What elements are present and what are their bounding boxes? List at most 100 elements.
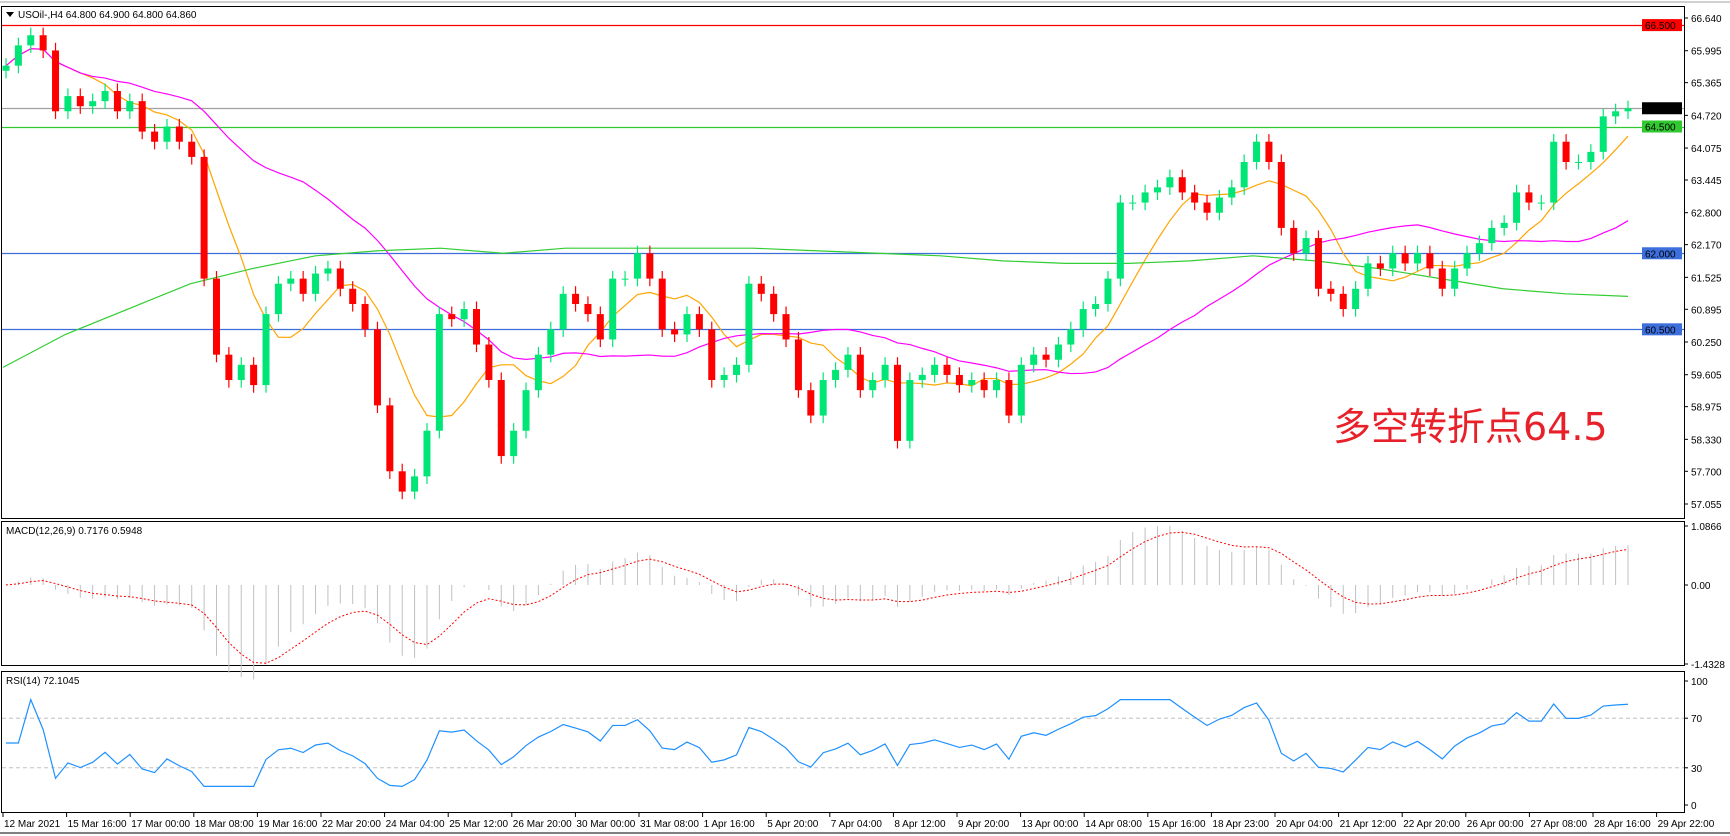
- candle-bull: [237, 364, 245, 381]
- candle-bull: [906, 380, 914, 441]
- candle-bull: [1352, 288, 1360, 310]
- rsi-label: RSI(14) 72.1045: [6, 676, 80, 687]
- candle-bear: [1042, 354, 1050, 360]
- time-axis-label: 22 Mar 20:00: [322, 819, 381, 830]
- price-axis-label: 57.055: [1691, 500, 1722, 511]
- ma-fast-line: [5, 48, 1629, 418]
- candle-bull: [1513, 192, 1521, 223]
- time-axis-label: 9 Apr 20:00: [958, 819, 1010, 830]
- candle-bear: [1290, 227, 1298, 254]
- rsi-axis-label: 70: [1691, 714, 1703, 725]
- candle-bear: [1203, 202, 1211, 213]
- level-price-box: [1642, 19, 1682, 32]
- price-axis-label: 65.365: [1691, 79, 1722, 90]
- candle-bull: [1612, 111, 1620, 117]
- level-price-label: 64.500: [1645, 123, 1676, 134]
- time-axis-label: 28 Apr 16:00: [1594, 819, 1651, 830]
- candle-bull: [64, 96, 72, 112]
- candle-bull: [1500, 222, 1508, 228]
- candle-bear: [1401, 253, 1409, 264]
- ma-slow-line: [2, 247, 1629, 368]
- candle-bull: [1364, 263, 1372, 289]
- candle-bear: [980, 380, 988, 391]
- price-axis-label: 66.640: [1691, 14, 1722, 25]
- main-pane[interactable]: [1, 6, 1685, 519]
- level-price-label: 64.860: [1645, 104, 1676, 115]
- candle-bear: [200, 156, 208, 279]
- candle-bull: [312, 273, 320, 294]
- candle-bear: [497, 380, 505, 457]
- level-price-label: 66.500: [1645, 21, 1676, 32]
- time-axis-label: 7 Apr 04:00: [831, 819, 883, 830]
- candle-bull: [1054, 344, 1062, 360]
- candle-bull: [423, 430, 431, 477]
- candle-bull: [1228, 187, 1236, 198]
- time-axis-label: 19 Mar 16:00: [258, 819, 317, 830]
- candle-bull: [1079, 309, 1087, 330]
- candle-bear: [76, 96, 84, 107]
- candle-bull: [1067, 329, 1075, 345]
- level-price-label: 60.500: [1645, 325, 1676, 336]
- candle-bull: [832, 369, 840, 381]
- candle-bear: [188, 141, 196, 157]
- candle-bull: [1104, 278, 1112, 304]
- time-axis-label: 26 Apr 00:00: [1467, 819, 1524, 830]
- candle-bear: [893, 364, 901, 441]
- price-axis-label: 64.720: [1691, 111, 1722, 122]
- candle-bear: [398, 471, 406, 492]
- candle-bear: [1438, 268, 1446, 289]
- candle-bull: [1587, 151, 1595, 162]
- time-axis-label: 21 Apr 12:00: [1340, 819, 1397, 830]
- candle-bear: [250, 364, 258, 386]
- rsi-pane[interactable]: [1, 671, 1685, 813]
- candle-bear: [782, 314, 790, 340]
- candle-bull: [918, 374, 926, 381]
- rsi-line: [6, 697, 1629, 788]
- level-price-label: 62.000: [1645, 249, 1676, 260]
- candle-bull: [534, 354, 542, 391]
- candle-bull: [1389, 253, 1397, 269]
- time-axis-label: 29 Apr 22:00: [1658, 819, 1715, 830]
- candle-bear: [1178, 177, 1186, 193]
- level-price-box: [1642, 323, 1682, 336]
- candle-bear: [695, 314, 703, 330]
- candle-bull: [460, 309, 468, 320]
- candle-bear: [386, 405, 394, 472]
- candle-bull: [881, 364, 889, 381]
- candle-bull: [1153, 187, 1161, 193]
- candle-bull: [819, 380, 827, 416]
- time-axis-label: 8 Apr 12:00: [894, 819, 946, 830]
- candle-bear: [225, 354, 233, 381]
- rsi-axis-label: 0: [1691, 801, 1697, 812]
- candle-bear: [671, 329, 679, 335]
- candle-bull: [1599, 116, 1607, 152]
- macd-axis-label: 0.00: [1691, 581, 1711, 592]
- candle-bull: [745, 283, 753, 365]
- triangle-down-icon[interactable]: [6, 12, 14, 17]
- candle-bear: [757, 283, 765, 294]
- candle-bull: [1624, 108, 1632, 112]
- candle-bull: [262, 314, 270, 386]
- price-axis-label: 61.525: [1691, 273, 1722, 284]
- candle-bear: [708, 329, 716, 381]
- candle-bull: [1537, 202, 1545, 204]
- candle-bear: [770, 293, 778, 315]
- price-axis-label: 59.605: [1691, 371, 1722, 382]
- level-price-box: [1642, 102, 1682, 115]
- price-axis-label: 64.075: [1691, 144, 1722, 155]
- candle-bull: [993, 380, 1001, 391]
- candle-bull: [1215, 197, 1223, 213]
- candle-bull: [1166, 177, 1174, 188]
- candle-bull: [1017, 364, 1025, 416]
- candle-bull: [844, 354, 852, 370]
- candle-bull: [1550, 141, 1558, 203]
- candle-bull: [609, 278, 617, 340]
- candle-bull: [1030, 354, 1038, 365]
- candle-bear: [1005, 380, 1013, 416]
- rsi-axis-label: 100: [1691, 677, 1708, 688]
- candle-bull: [1141, 192, 1149, 203]
- candle-bull: [1302, 238, 1310, 254]
- candle-bear: [572, 293, 580, 304]
- macd-pane[interactable]: [1, 521, 1685, 666]
